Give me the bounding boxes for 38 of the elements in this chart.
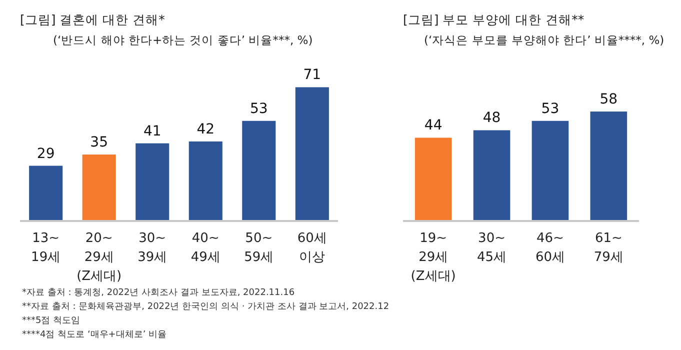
chart-title: [그림] 부모 부양에 대한 견해** bbox=[403, 12, 584, 27]
x-tick-label: 19~ 29세 (Z세대) bbox=[410, 231, 456, 284]
data-label: 44 bbox=[424, 118, 442, 134]
bar bbox=[590, 112, 628, 220]
data-label: 41 bbox=[143, 123, 162, 140]
data-label: 35 bbox=[90, 134, 108, 151]
bar bbox=[82, 154, 116, 220]
bar bbox=[188, 141, 222, 220]
bar bbox=[532, 120, 569, 220]
x-tick-label: 30~ 39세 bbox=[138, 231, 168, 265]
x-tick-label: 46~ 60세 bbox=[535, 231, 565, 265]
text: ****4점 척도로 ‘매우+대체로’ 비율 bbox=[22, 330, 167, 340]
x-tick-label: 30~ 45세 bbox=[477, 231, 507, 265]
x-tick-label: 50~ 59세 bbox=[244, 231, 274, 265]
text: **자료 출처 : 문화체육관광부, 2022년 한국인의 의식 · 가치관 조사 결과 보고서, 2022.12 bbox=[22, 302, 390, 312]
data-label: 58 bbox=[600, 92, 618, 108]
x-tick-label: 40~ 49세 bbox=[190, 231, 220, 265]
x-tick-label: 60세 이상 bbox=[297, 231, 327, 265]
bar bbox=[29, 166, 63, 220]
chart-title: [그림] 결혼에 대한 견해* bbox=[20, 12, 165, 27]
bar bbox=[473, 130, 510, 220]
data-label: 53 bbox=[250, 100, 268, 117]
bar bbox=[136, 143, 170, 220]
text: *자료 출처 : 통계청, 2022년 사회조사 결과 보도자료, 2022.11.16 bbox=[22, 288, 295, 298]
data-label: 29 bbox=[36, 146, 55, 162]
text: ***5점 척도임 bbox=[22, 316, 80, 326]
data-label: 53 bbox=[541, 100, 560, 117]
bar bbox=[414, 138, 452, 220]
bar bbox=[295, 87, 329, 220]
chart-subtitle: (‘반드시 해야 한다+하는 것이 좋다’ 비율***, %) bbox=[53, 33, 313, 47]
bar bbox=[242, 120, 276, 220]
x-tick-label: 13~ 19세 bbox=[31, 231, 61, 265]
x-tick-label: 61~ 79세 bbox=[594, 231, 624, 265]
data-label: 71 bbox=[303, 67, 322, 84]
data-label: 42 bbox=[196, 121, 215, 138]
x-tick-label: 20~ 29세 (Z세대) bbox=[76, 231, 122, 284]
data-label: 48 bbox=[482, 110, 501, 126]
chart-subtitle: (‘자식은 부모를 부양해야 한다’ 비율****, %) bbox=[424, 33, 664, 47]
